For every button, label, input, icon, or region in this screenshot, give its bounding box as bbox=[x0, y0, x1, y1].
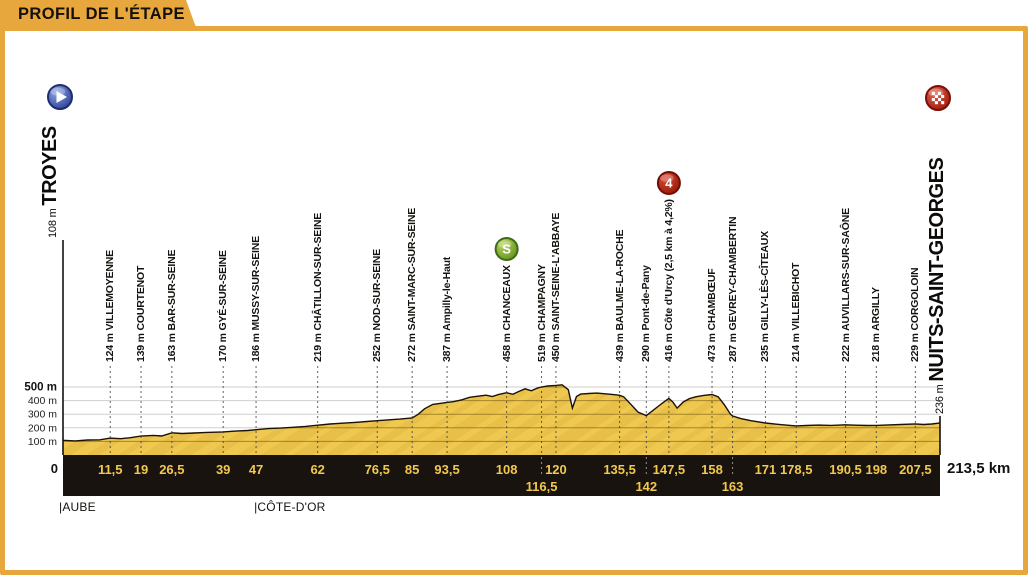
km-tick-label: 147,5 bbox=[653, 462, 686, 477]
svg-text:S: S bbox=[502, 242, 511, 257]
axis-label: 100 m bbox=[28, 436, 57, 448]
km-tick-label: 163 bbox=[722, 479, 744, 494]
axis-label: 400 m bbox=[28, 395, 57, 407]
km-tick-label: 207,5 bbox=[899, 462, 932, 477]
km-tick-label: 135,5 bbox=[603, 462, 636, 477]
km-tick-label: 108 bbox=[496, 462, 518, 477]
km-tick-label: 142 bbox=[635, 479, 657, 494]
km-tick-label: 158 bbox=[701, 462, 723, 477]
km-tick-label: 171 bbox=[755, 462, 777, 477]
origin-km-label: 0 bbox=[51, 461, 58, 476]
elevation-line bbox=[62, 384, 941, 442]
distance-band bbox=[63, 455, 940, 496]
page-title: PROFIL DE L'ÉTAPE bbox=[18, 5, 185, 23]
km-tick-label: 39 bbox=[216, 462, 230, 477]
km-tick-label: 62 bbox=[310, 462, 324, 477]
km-tick-label: 19 bbox=[134, 462, 148, 477]
banner: PROFIL DE L'ÉTAPE bbox=[0, 0, 197, 30]
axis-label: 300 m bbox=[28, 409, 57, 421]
sprint-icon: S bbox=[494, 237, 519, 261]
km-tick-label: 120 bbox=[545, 462, 567, 477]
elevation-area bbox=[63, 384, 940, 455]
km-tick-label: 85 bbox=[405, 462, 419, 477]
category-4-icon: 4 bbox=[656, 171, 681, 195]
total-distance-label: 213,5 km bbox=[947, 460, 1010, 477]
km-tick-label: 116,5 bbox=[526, 479, 558, 494]
axis-label: 200 m bbox=[28, 422, 57, 434]
km-tick-labels: 11,5 19 26,5 39 47 62 76,5 85 93,5 108 116,5 120 135… bbox=[98, 457, 932, 494]
start-icon bbox=[47, 84, 73, 110]
km-tick-label: 190,5 bbox=[829, 462, 862, 477]
km-tick-label: 76,5 bbox=[365, 462, 390, 477]
finish-icon bbox=[925, 85, 951, 111]
km-tick-label: 178,5 bbox=[780, 462, 813, 477]
km-tick-label: 93,5 bbox=[434, 462, 459, 477]
km-tick-label: 47 bbox=[249, 462, 263, 477]
km-tick-label: 26,5 bbox=[159, 462, 184, 477]
axis-label-500m: 500 m bbox=[24, 382, 57, 394]
km-tick-label: 198 bbox=[865, 462, 887, 477]
profile-texture bbox=[63, 384, 940, 455]
svg-text:4: 4 bbox=[665, 176, 673, 191]
km-tick-label: 11,5 bbox=[98, 462, 123, 477]
